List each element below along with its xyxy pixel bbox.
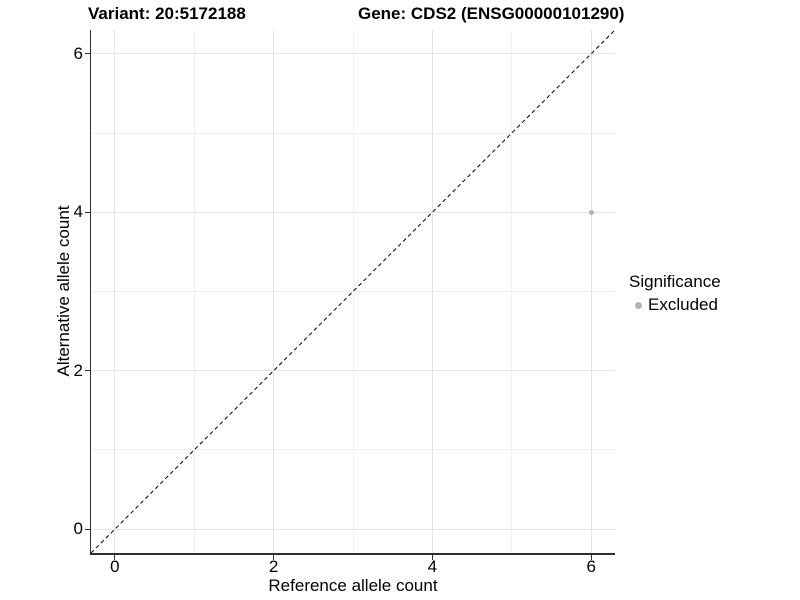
- major-gridline-y: [91, 53, 615, 55]
- y-tick-mark: [84, 370, 90, 372]
- y-tick-label: 0: [73, 519, 83, 539]
- major-gridline-x: [273, 30, 275, 553]
- y-axis-title: Alternative allele count: [54, 205, 73, 377]
- x-tick-label: 0: [110, 557, 120, 576]
- plot-title-gene: Gene: CDS2 (ENSG00000101290): [358, 4, 625, 23]
- legend-item-label: Excluded: [648, 295, 718, 314]
- x-tick-label: 2: [268, 557, 279, 576]
- y-tick-mark: [84, 53, 90, 55]
- plot-panel: [91, 30, 615, 553]
- identity-line: [91, 30, 615, 553]
- minor-gridline-y: [91, 449, 615, 451]
- legend-item-excluded: Excluded: [629, 295, 721, 315]
- y-tick-mark: [84, 211, 90, 213]
- major-gridline-y: [91, 370, 615, 372]
- y-tick-label: 6: [73, 43, 83, 63]
- x-tick-mark: [273, 554, 275, 560]
- x-tick-mark: [114, 554, 116, 560]
- legend-key-dot-icon: [635, 301, 642, 309]
- y-tick-label: 4: [73, 202, 83, 222]
- y-tick-mark: [84, 528, 90, 530]
- legend: Significance Excluded: [629, 271, 721, 315]
- x-tick-label: 6: [586, 557, 596, 576]
- plot-title-variant: Variant: 20:5172188: [88, 4, 246, 23]
- x-tick-label: 4: [427, 557, 438, 576]
- major-gridline-x: [431, 30, 433, 553]
- y-axis-line: [89, 30, 91, 555]
- x-axis-line: [89, 553, 615, 555]
- major-gridline-x: [114, 30, 116, 553]
- major-gridline-y: [91, 528, 615, 530]
- x-axis-title: Reference allele count: [268, 576, 438, 595]
- minor-gridline-y: [91, 132, 615, 134]
- major-gridline-y: [91, 211, 615, 213]
- major-gridline-x: [590, 30, 592, 553]
- x-tick-mark: [590, 554, 592, 560]
- data-point: [588, 209, 594, 215]
- minor-gridline-y: [91, 291, 615, 292]
- x-tick-mark: [431, 554, 433, 560]
- y-tick-label: 2: [73, 360, 83, 380]
- legend-title: Significance: [629, 272, 721, 291]
